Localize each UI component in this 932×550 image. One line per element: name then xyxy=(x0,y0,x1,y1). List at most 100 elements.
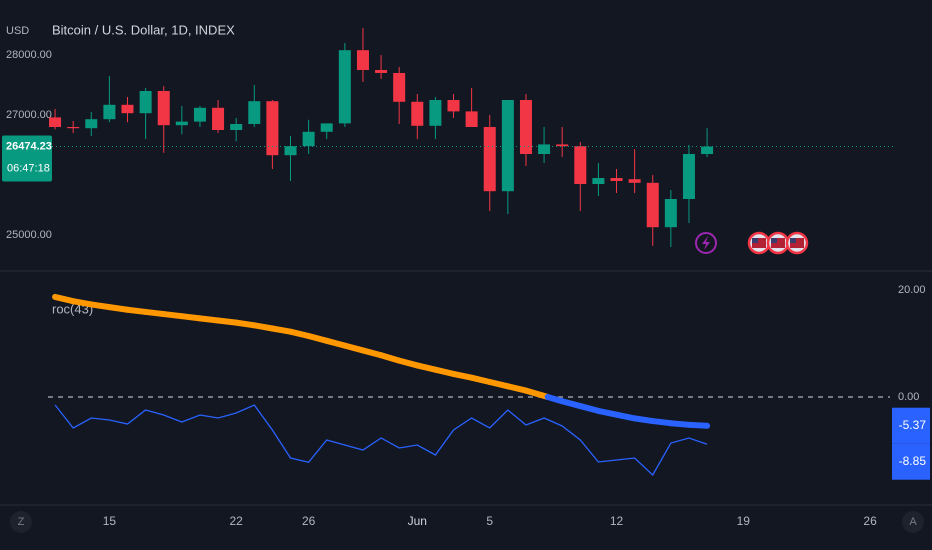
x-tick-label: Jun xyxy=(408,514,427,528)
candle-body xyxy=(574,146,587,185)
currency-label: USD xyxy=(6,25,29,37)
countdown-label: 06:47:18 xyxy=(7,162,50,174)
roc-segment xyxy=(52,293,77,305)
roc-segment xyxy=(522,387,548,399)
candle-body xyxy=(139,90,152,114)
candle-body xyxy=(338,50,351,124)
roc-segment xyxy=(414,362,439,373)
event-icons[interactable] xyxy=(695,231,809,255)
candle-body xyxy=(49,117,62,127)
candle-body xyxy=(429,99,442,126)
candle-body xyxy=(320,123,333,132)
roc-segment xyxy=(396,357,421,369)
candle-body xyxy=(483,126,496,192)
roc-segment xyxy=(595,407,620,418)
candle-body xyxy=(302,131,315,147)
roc-segment xyxy=(178,313,203,322)
candle-body xyxy=(248,101,261,124)
roc-segment xyxy=(215,317,240,326)
candle-body xyxy=(628,179,641,183)
candle-body xyxy=(284,146,297,156)
candle-body xyxy=(103,104,116,120)
candle-body xyxy=(67,126,80,129)
chart-title: Bitcoin / U.S. Dollar, 1D, INDEX xyxy=(52,22,235,37)
y-tick-label: 20.00 xyxy=(898,284,926,296)
candle-body xyxy=(375,69,388,73)
roc-segment xyxy=(359,347,385,359)
roc-segment xyxy=(667,420,692,428)
roc-segment xyxy=(142,308,167,318)
candle-body xyxy=(356,50,369,70)
roc-segment xyxy=(196,315,222,324)
roc-segment xyxy=(504,383,529,394)
candle-body xyxy=(519,99,532,155)
candle-body xyxy=(646,182,659,228)
roc-segment xyxy=(432,366,457,377)
roc-segment xyxy=(160,311,185,320)
last-price-tag xyxy=(2,135,52,182)
roc-segment xyxy=(287,328,312,339)
x-tick-label: 12 xyxy=(610,514,624,528)
candle-body xyxy=(193,107,206,122)
toolbar-button[interactable] xyxy=(10,511,32,533)
lightning xyxy=(702,236,710,250)
toolbar-button[interactable] xyxy=(902,511,924,533)
roc-segment xyxy=(486,379,511,390)
roc-segment xyxy=(269,325,294,335)
roc-segment xyxy=(649,418,674,427)
roc-segment xyxy=(559,398,584,410)
candle-body xyxy=(465,111,478,127)
candle-body xyxy=(556,144,569,147)
value-badge xyxy=(892,407,930,444)
candle-body xyxy=(212,107,225,130)
candle-body xyxy=(121,104,134,114)
candle-body xyxy=(501,99,514,192)
candle-body xyxy=(157,90,170,126)
y-tick-label: 25000.00 xyxy=(6,229,52,241)
y-tick-label: 27000.00 xyxy=(6,109,52,121)
toolbar-label[interactable]: Z xyxy=(18,516,25,528)
value-badge-label: -5.37 xyxy=(899,418,927,432)
roc-segment xyxy=(323,337,348,349)
candle-body xyxy=(664,199,677,228)
roc-segment xyxy=(685,421,711,429)
candle-body xyxy=(411,101,424,126)
roc-segment xyxy=(631,415,656,425)
roc-segment xyxy=(378,352,403,364)
x-tick-label: 26 xyxy=(863,514,877,528)
candle-body xyxy=(175,121,188,126)
roc-segment xyxy=(70,298,95,308)
candle-body xyxy=(230,123,243,130)
roc-segment xyxy=(106,304,131,313)
toolbar-label[interactable]: A xyxy=(909,516,917,528)
roc-segment xyxy=(450,370,475,381)
flag-icon[interactable] xyxy=(785,231,809,255)
candle-body xyxy=(592,178,605,185)
roc-segment xyxy=(251,322,276,332)
roc-line xyxy=(54,404,708,477)
last-price-label: 26474.23 xyxy=(6,140,52,152)
roc-segment xyxy=(468,374,493,386)
x-tick-label: 15 xyxy=(103,514,117,528)
flag-icon[interactable] xyxy=(766,231,790,255)
value-badge xyxy=(892,443,930,480)
flag-icon[interactable] xyxy=(747,231,771,255)
candle-body xyxy=(393,72,406,102)
roc-segment xyxy=(341,342,366,354)
candle-body xyxy=(538,144,551,155)
roc-segment xyxy=(305,332,330,344)
candle-body xyxy=(610,178,623,182)
y-tick-label: 0.00 xyxy=(898,391,919,403)
candle-body xyxy=(266,101,279,156)
y-tick-label: 28000.00 xyxy=(6,49,52,61)
value-badge-label: -8.85 xyxy=(899,454,927,468)
x-tick-label: 22 xyxy=(229,514,243,528)
candle-body xyxy=(85,119,98,129)
x-tick-label: 26 xyxy=(302,514,316,528)
roc-segment xyxy=(88,301,113,311)
x-tick-label: 19 xyxy=(737,514,751,528)
candle-body xyxy=(447,99,460,112)
